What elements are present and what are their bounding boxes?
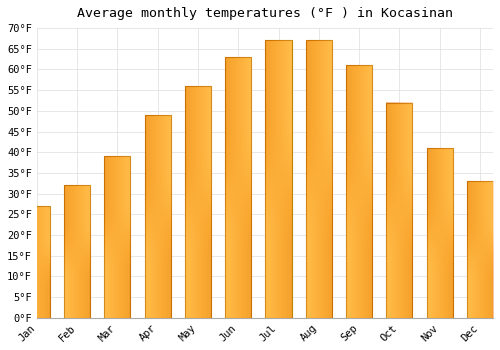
Bar xyxy=(386,103,412,318)
Title: Average monthly temperatures (°F ) in Kocasinan: Average monthly temperatures (°F ) in Ko… xyxy=(77,7,453,20)
Bar xyxy=(346,65,372,318)
Bar xyxy=(64,186,90,318)
Bar xyxy=(185,86,211,318)
Bar xyxy=(306,41,332,318)
Bar xyxy=(144,115,171,318)
Bar xyxy=(467,181,493,318)
Bar xyxy=(24,206,50,318)
Bar xyxy=(104,156,130,318)
Bar xyxy=(426,148,453,318)
Bar xyxy=(225,57,252,318)
Bar xyxy=(266,41,291,318)
